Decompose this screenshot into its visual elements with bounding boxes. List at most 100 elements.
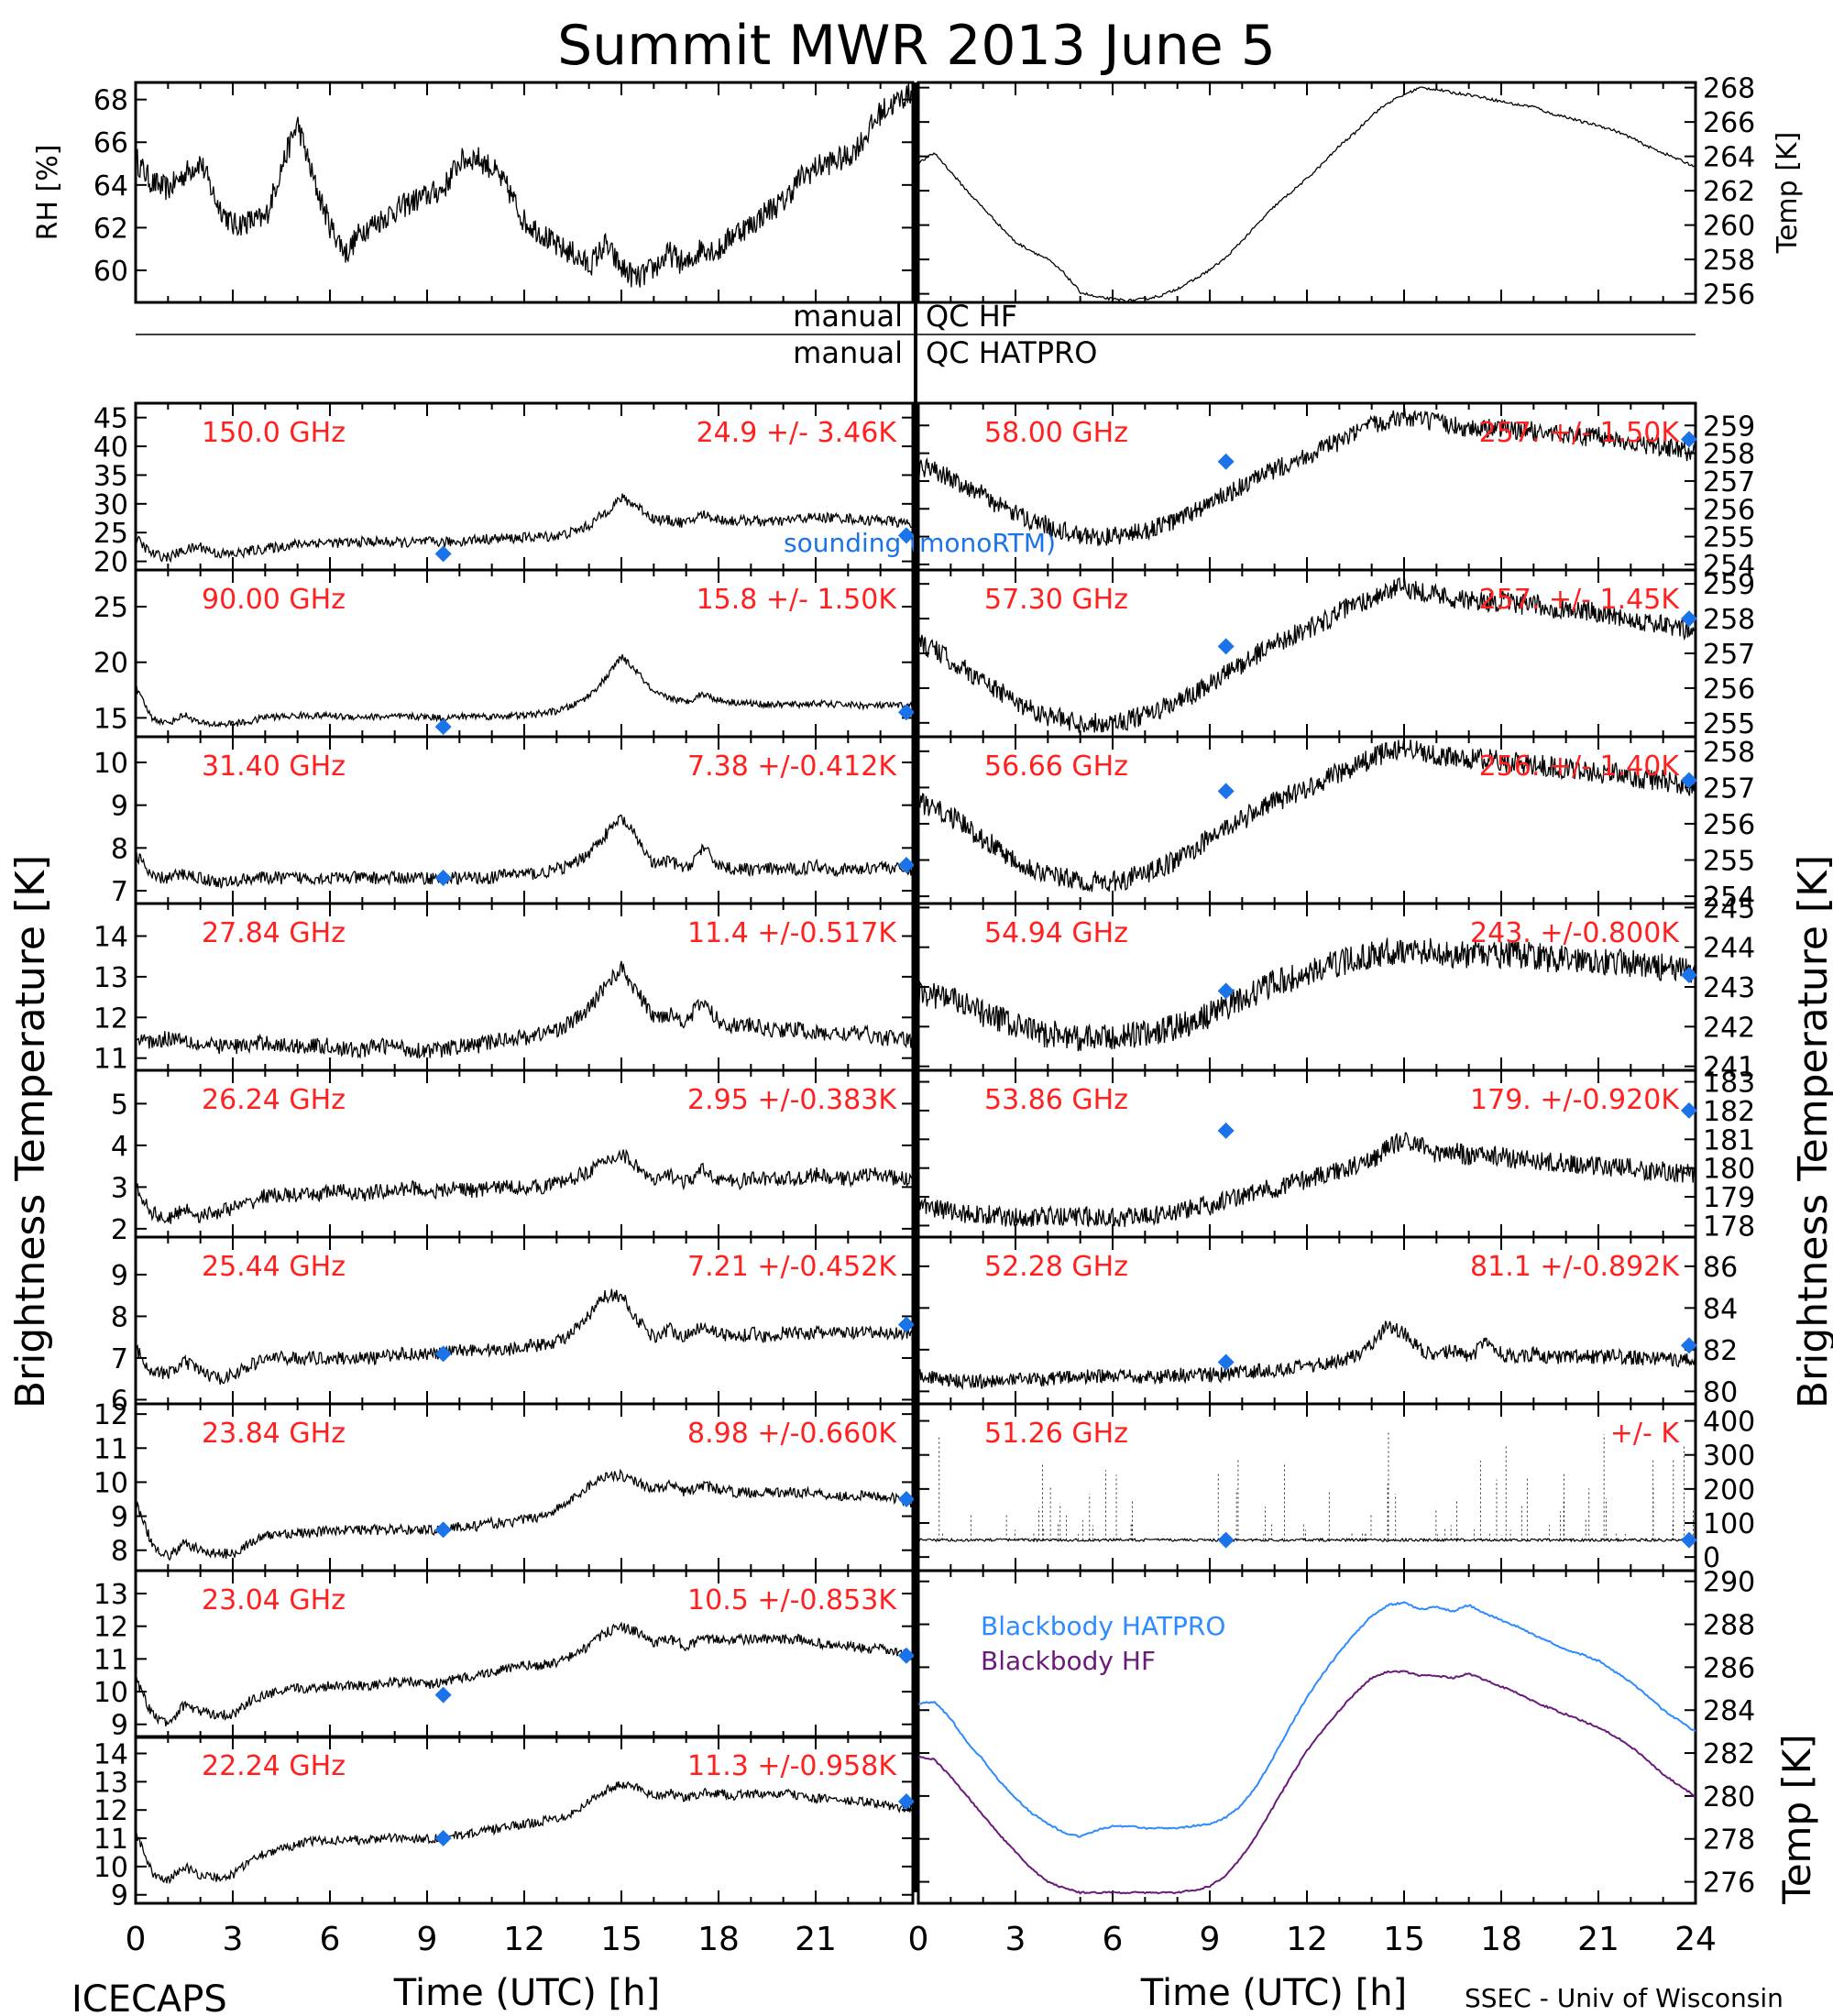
l2-sounding-point [897,704,915,721]
l6-ytick-label: 8 [111,1301,128,1333]
r2-series-line [917,576,1696,733]
r7-ytick-label: 100 [1703,1508,1755,1540]
l6-stat-label: 7.21 +/-0.452K [687,1251,897,1283]
l6-ytick-label: 7 [111,1343,128,1375]
qc-row1-left: manual [793,299,903,334]
r7-ytick-label: 200 [1703,1474,1755,1507]
temp-ytick-label: 268 [1703,73,1755,105]
temp-ytick-label: 266 [1703,107,1755,139]
r3-sounding-point [1680,772,1697,789]
channel-panel-l4: 11 12 13 14 27.84 GHz 11.4 +/-0.517K [93,902,915,1076]
l5-ytick-label: 3 [111,1172,128,1204]
l9-ytick-label: 14 [93,1739,128,1771]
l5-series-line [135,1148,914,1224]
qc-row2-left: manual [793,335,903,370]
temp-ytick-label: 262 [1703,176,1755,208]
r8-ytick-label: 280 [1703,1781,1755,1813]
l9-sounding-point [897,1792,915,1810]
r4-ytick-label: 244 [1703,933,1755,965]
x-tick-label-left: 21 [795,1921,837,1958]
l9-ytick-label: 12 [93,1795,128,1827]
r2-stat-label: 257. +/- 1.45K [1479,584,1681,616]
r6-ytick-label: 86 [1703,1252,1738,1284]
r8-ytick-label: 290 [1703,1567,1755,1599]
r2-ytick-label: 256 [1703,674,1755,706]
l2-sounding-point [434,718,452,736]
r5-ytick-label: 183 [1703,1068,1755,1100]
l1-ytick-label: 45 [93,403,128,435]
r3-frequency-label: 56.66 GHz [984,751,1128,783]
l5-stat-label: 2.95 +/-0.383K [687,1084,897,1116]
blackbody-series-1 [917,1670,1696,1895]
r2-ytick-label: 259 [1703,569,1755,601]
l1-series-line [136,493,914,564]
r5-ytick-label: 182 [1703,1096,1755,1128]
l6-ytick-label: 9 [111,1260,128,1292]
y-axis-label-left: Brightness Temperature [K] [7,855,54,1408]
r5-stat-label: 179. +/-0.920K [1470,1084,1680,1116]
l1-ytick-label: 20 [93,547,128,579]
x-tick-label-left: 12 [503,1921,545,1958]
r8-ytick-label: 282 [1703,1738,1755,1770]
l3-frequency-label: 31.40 GHz [202,751,346,783]
l4-ytick-label: 12 [93,1003,128,1035]
x-tick-label-left: 3 [223,1921,244,1958]
r7-ytick-label: 0 [1703,1542,1720,1574]
r3-ytick-label: 257 [1703,772,1755,805]
r2-ytick-label: 258 [1703,604,1755,636]
r1-ytick-label: 258 [1703,439,1755,471]
r1-frequency-label: 58.00 GHz [984,417,1128,449]
l9-stat-label: 11.3 +/-0.958K [687,1750,897,1782]
r7-series-line [917,1537,1696,1543]
r1-ytick-label: 256 [1703,494,1755,526]
rh-ytick-label: 64 [93,170,128,203]
r4-stat-label: 243. +/-0.800K [1470,917,1680,949]
l1-frequency-label: 150.0 GHz [202,417,346,449]
l6-sounding-point [434,1345,452,1363]
blackbody-legend-1: Blackbody HF [981,1646,1156,1676]
r7-ytick-label: 300 [1703,1441,1755,1473]
l7-series-line [135,1468,914,1561]
r6-stat-label: 81.1 +/-0.892K [1470,1251,1680,1283]
r3-series-line [917,740,1696,893]
l8-series-line [135,1621,914,1727]
r7-ytick-label: 400 [1703,1407,1755,1439]
r2-frequency-label: 57.30 GHz [984,584,1128,616]
x-tick-label-left: 18 [697,1921,740,1958]
l4-ytick-label: 11 [93,1044,128,1076]
x-tick-label-left: 0 [126,1921,147,1958]
r7-sounding-point [1680,1531,1697,1549]
l7-ytick-label: 10 [93,1467,128,1499]
r3-stat-label: 256. +/- 1.40K [1479,751,1681,783]
r5-sounding-point [1680,1101,1697,1119]
l5-frequency-label: 26.24 GHz [202,1084,346,1116]
rh-ytick-label: 66 [93,127,128,159]
x-tick-label-right: 3 [1005,1921,1026,1958]
x-tick-label-right: 15 [1383,1921,1425,1958]
l2-series-line [135,653,914,729]
l1-sounding-point [897,527,915,544]
r5-ytick-label: 181 [1703,1124,1755,1156]
qc-row1-right: QC HF [926,299,1017,334]
r1-sounding-point [1217,453,1235,470]
l8-ytick-label: 12 [93,1612,128,1644]
l9-ytick-label: 13 [93,1767,128,1799]
x-tick-label-right: 9 [1200,1921,1221,1958]
temp-series-line [917,86,1696,303]
channel-panel-l2: 15 20 25 90.00 GHz 15.8 +/- 1.50K [93,568,915,739]
l8-ytick-label: 10 [93,1677,128,1709]
r1-series-line [917,408,1696,547]
rh-ytick-label: 62 [93,213,128,245]
r2-ytick-label: 257 [1703,639,1755,671]
channel-panel-l6: 6 7 8 9 25.44 GHz 7.21 +/-0.452K [111,1235,915,1417]
r4-ytick-label: 243 [1703,972,1755,1004]
y-axis-label-right: Brightness Temperature [K] [1790,855,1833,1408]
l3-ytick-label: 10 [93,748,128,780]
l8-ytick-label: 11 [93,1644,128,1676]
r7-stat-label: +/- K [1610,1418,1681,1450]
